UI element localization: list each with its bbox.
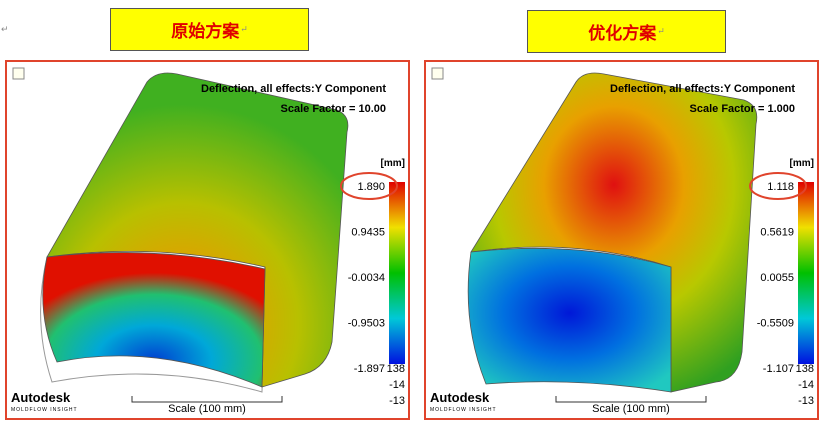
title: 优化方案 <box>588 24 657 44</box>
legend-bar <box>798 182 814 364</box>
result-heading: Deflection, all effects:Y Component <box>201 83 386 95</box>
legend-extra: -13 <box>798 395 814 407</box>
legend-extra: -13 <box>389 395 405 407</box>
panel-canvas: Deflection, all effects:Y Component Scale… <box>430 67 814 415</box>
logo: Autodesk <box>11 390 71 405</box>
legend-label: -0.9503 <box>348 318 385 330</box>
highlight-ellipse <box>749 172 807 200</box>
view-icon <box>12 67 25 80</box>
scale-factor: Scale Factor = 10.00 <box>281 103 386 115</box>
title-box: 优化方案 ↵ <box>527 10 726 53</box>
legend-label: -1.897 <box>354 363 385 375</box>
model-body <box>470 72 758 393</box>
legend-label: 1.118 <box>767 181 794 193</box>
view-icon <box>431 67 444 80</box>
title: 原始方案 <box>171 22 240 42</box>
scale-label: Scale (100 mm) <box>592 403 670 415</box>
scale-label: Scale (100 mm) <box>168 403 246 415</box>
legend-unit: [mm] <box>381 158 405 169</box>
highlight-ellipse <box>340 172 398 200</box>
legend-label: -0.5509 <box>757 318 794 330</box>
legend-extra: 138 <box>387 363 405 375</box>
logo-sub: MOLDFLOW INSIGHT <box>11 407 78 413</box>
return-mark: ↵ <box>240 24 248 35</box>
result-panel: Deflection, all effects:Y Component Scale… <box>424 60 819 420</box>
model-front <box>467 247 672 393</box>
model-body <box>46 72 349 388</box>
legend-label: 0.0055 <box>760 272 794 284</box>
legend-extra: 138 <box>796 363 814 375</box>
legend-label: 1.890 <box>357 181 385 193</box>
logo-sub: MOLDFLOW INSIGHT <box>430 407 497 413</box>
panel-canvas: Deflection, all effects:Y Component Scale… <box>11 67 405 415</box>
legend-extra: -14 <box>389 379 405 391</box>
title-box: 原始方案 ↵ <box>110 8 309 51</box>
return-mark: ↵ <box>657 26 665 37</box>
scale-bar <box>555 396 707 403</box>
scale-bar <box>131 396 283 403</box>
legend-extra: -14 <box>798 379 814 391</box>
legend-bar <box>389 182 405 364</box>
model-front <box>42 252 266 388</box>
logo: Autodesk <box>430 390 490 405</box>
legend-unit: [mm] <box>790 158 814 169</box>
legend-label: -0.0034 <box>348 272 385 284</box>
result-heading: Deflection, all effects:Y Component <box>610 83 795 95</box>
result-panel: Deflection, all effects:Y Component Scale… <box>5 60 410 420</box>
legend-label: -1.107 <box>763 363 794 375</box>
legend-label: 0.9435 <box>351 227 385 239</box>
return-mark: ↵ <box>1 24 9 34</box>
legend-label: 0.5619 <box>760 227 794 239</box>
scale-factor: Scale Factor = 1.000 <box>690 103 795 115</box>
